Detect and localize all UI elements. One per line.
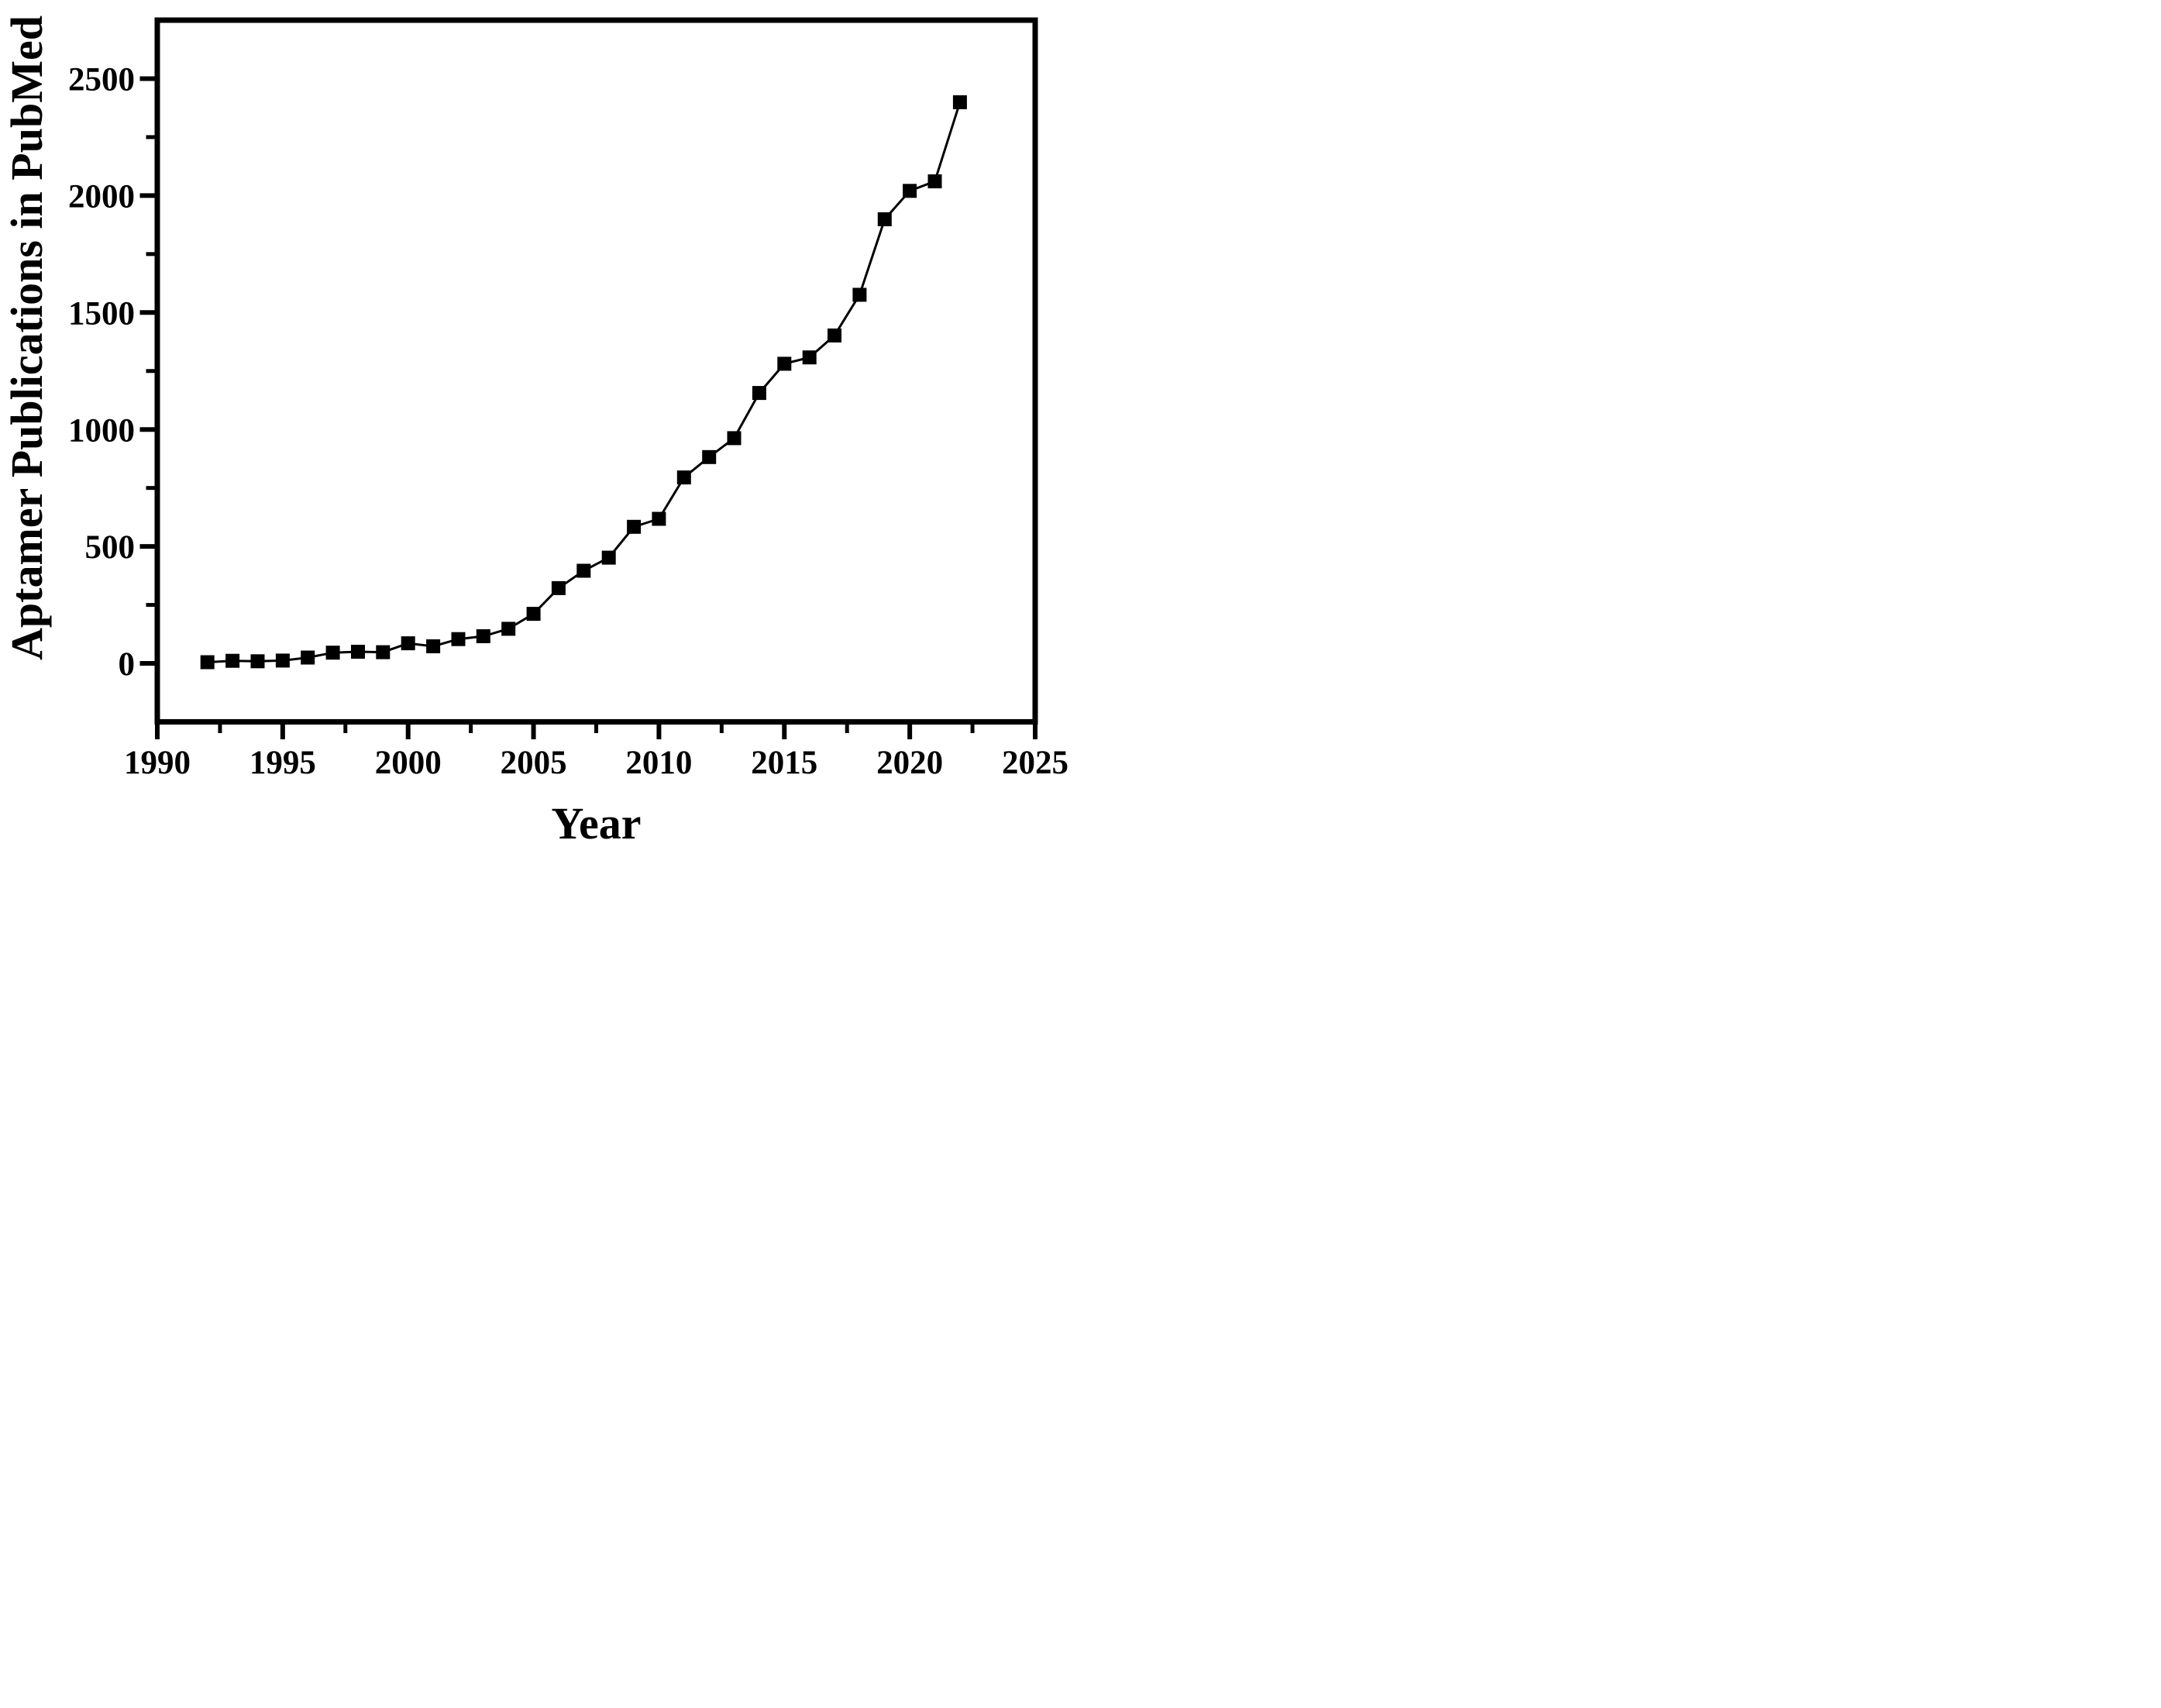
- data-point-marker: [852, 288, 867, 302]
- y-tick-label: 1000: [68, 412, 135, 449]
- data-point-marker: [903, 184, 917, 198]
- axis-ticks: [139, 76, 1037, 739]
- data-point-marker: [476, 629, 490, 643]
- data-point-marker: [927, 174, 942, 188]
- chart-canvas: 1990 1995 2000 2005 2010 2015 2020 2025 0 500 1000…: [2, 15, 1068, 849]
- data-series: [200, 95, 967, 670]
- x-tick-label: 1995: [249, 745, 316, 781]
- data-point-marker: [627, 519, 642, 534]
- data-point-marker: [250, 654, 265, 669]
- series-line: [207, 102, 962, 663]
- data-point-marker: [777, 356, 792, 371]
- y-tick-label: 2500: [68, 62, 135, 98]
- y-tick-label: 0: [119, 646, 136, 683]
- data-point-marker: [200, 655, 215, 670]
- y-tick-label: 2000: [68, 178, 135, 215]
- data-point-marker: [877, 212, 892, 226]
- data-point-marker: [652, 511, 666, 526]
- data-point-marker: [952, 95, 967, 109]
- plot-area-frame: [154, 17, 1038, 725]
- x-tick-label: 2025: [1002, 745, 1068, 781]
- x-axis-title: Year: [552, 798, 642, 849]
- data-point-marker: [752, 386, 766, 401]
- x-tick-label: 2000: [375, 745, 442, 781]
- x-tick-label: 2005: [501, 745, 567, 781]
- data-point-marker: [351, 645, 365, 659]
- y-axis-title: Aptamer Publications in PubMed: [2, 15, 52, 660]
- data-point-marker: [601, 550, 616, 565]
- data-point-marker: [501, 622, 516, 636]
- x-tick-label: 2015: [751, 745, 817, 781]
- data-point-marker: [301, 650, 315, 665]
- data-point-marker: [376, 645, 391, 659]
- data-point-marker: [325, 646, 340, 660]
- data-point-marker: [702, 449, 717, 464]
- data-point-marker: [401, 636, 415, 651]
- data-point-marker: [526, 607, 541, 622]
- aptamer-publications-chart: 1990 1995 2000 2005 2010 2015 2020 2025 0 500 1000…: [0, 0, 1081, 854]
- data-point-marker: [451, 632, 466, 646]
- data-point-marker: [551, 580, 566, 595]
- x-tick-label: 2010: [625, 745, 692, 781]
- y-tick-label: 1500: [68, 295, 135, 332]
- data-point-marker: [676, 470, 691, 485]
- data-point-marker: [576, 563, 591, 578]
- axis-tick-labels: 1990 1995 2000 2005 2010 2015 2020 2025 0 500 1000…: [68, 62, 1068, 781]
- data-point-marker: [727, 431, 742, 446]
- y-tick-label: 500: [85, 529, 136, 566]
- x-tick-label: 1990: [124, 745, 191, 781]
- data-point-marker: [426, 639, 441, 653]
- data-point-marker: [225, 653, 240, 668]
- data-point-marker: [802, 350, 817, 365]
- data-point-marker: [828, 328, 841, 343]
- data-point-marker: [275, 653, 290, 668]
- x-tick-label: 2020: [876, 745, 943, 781]
